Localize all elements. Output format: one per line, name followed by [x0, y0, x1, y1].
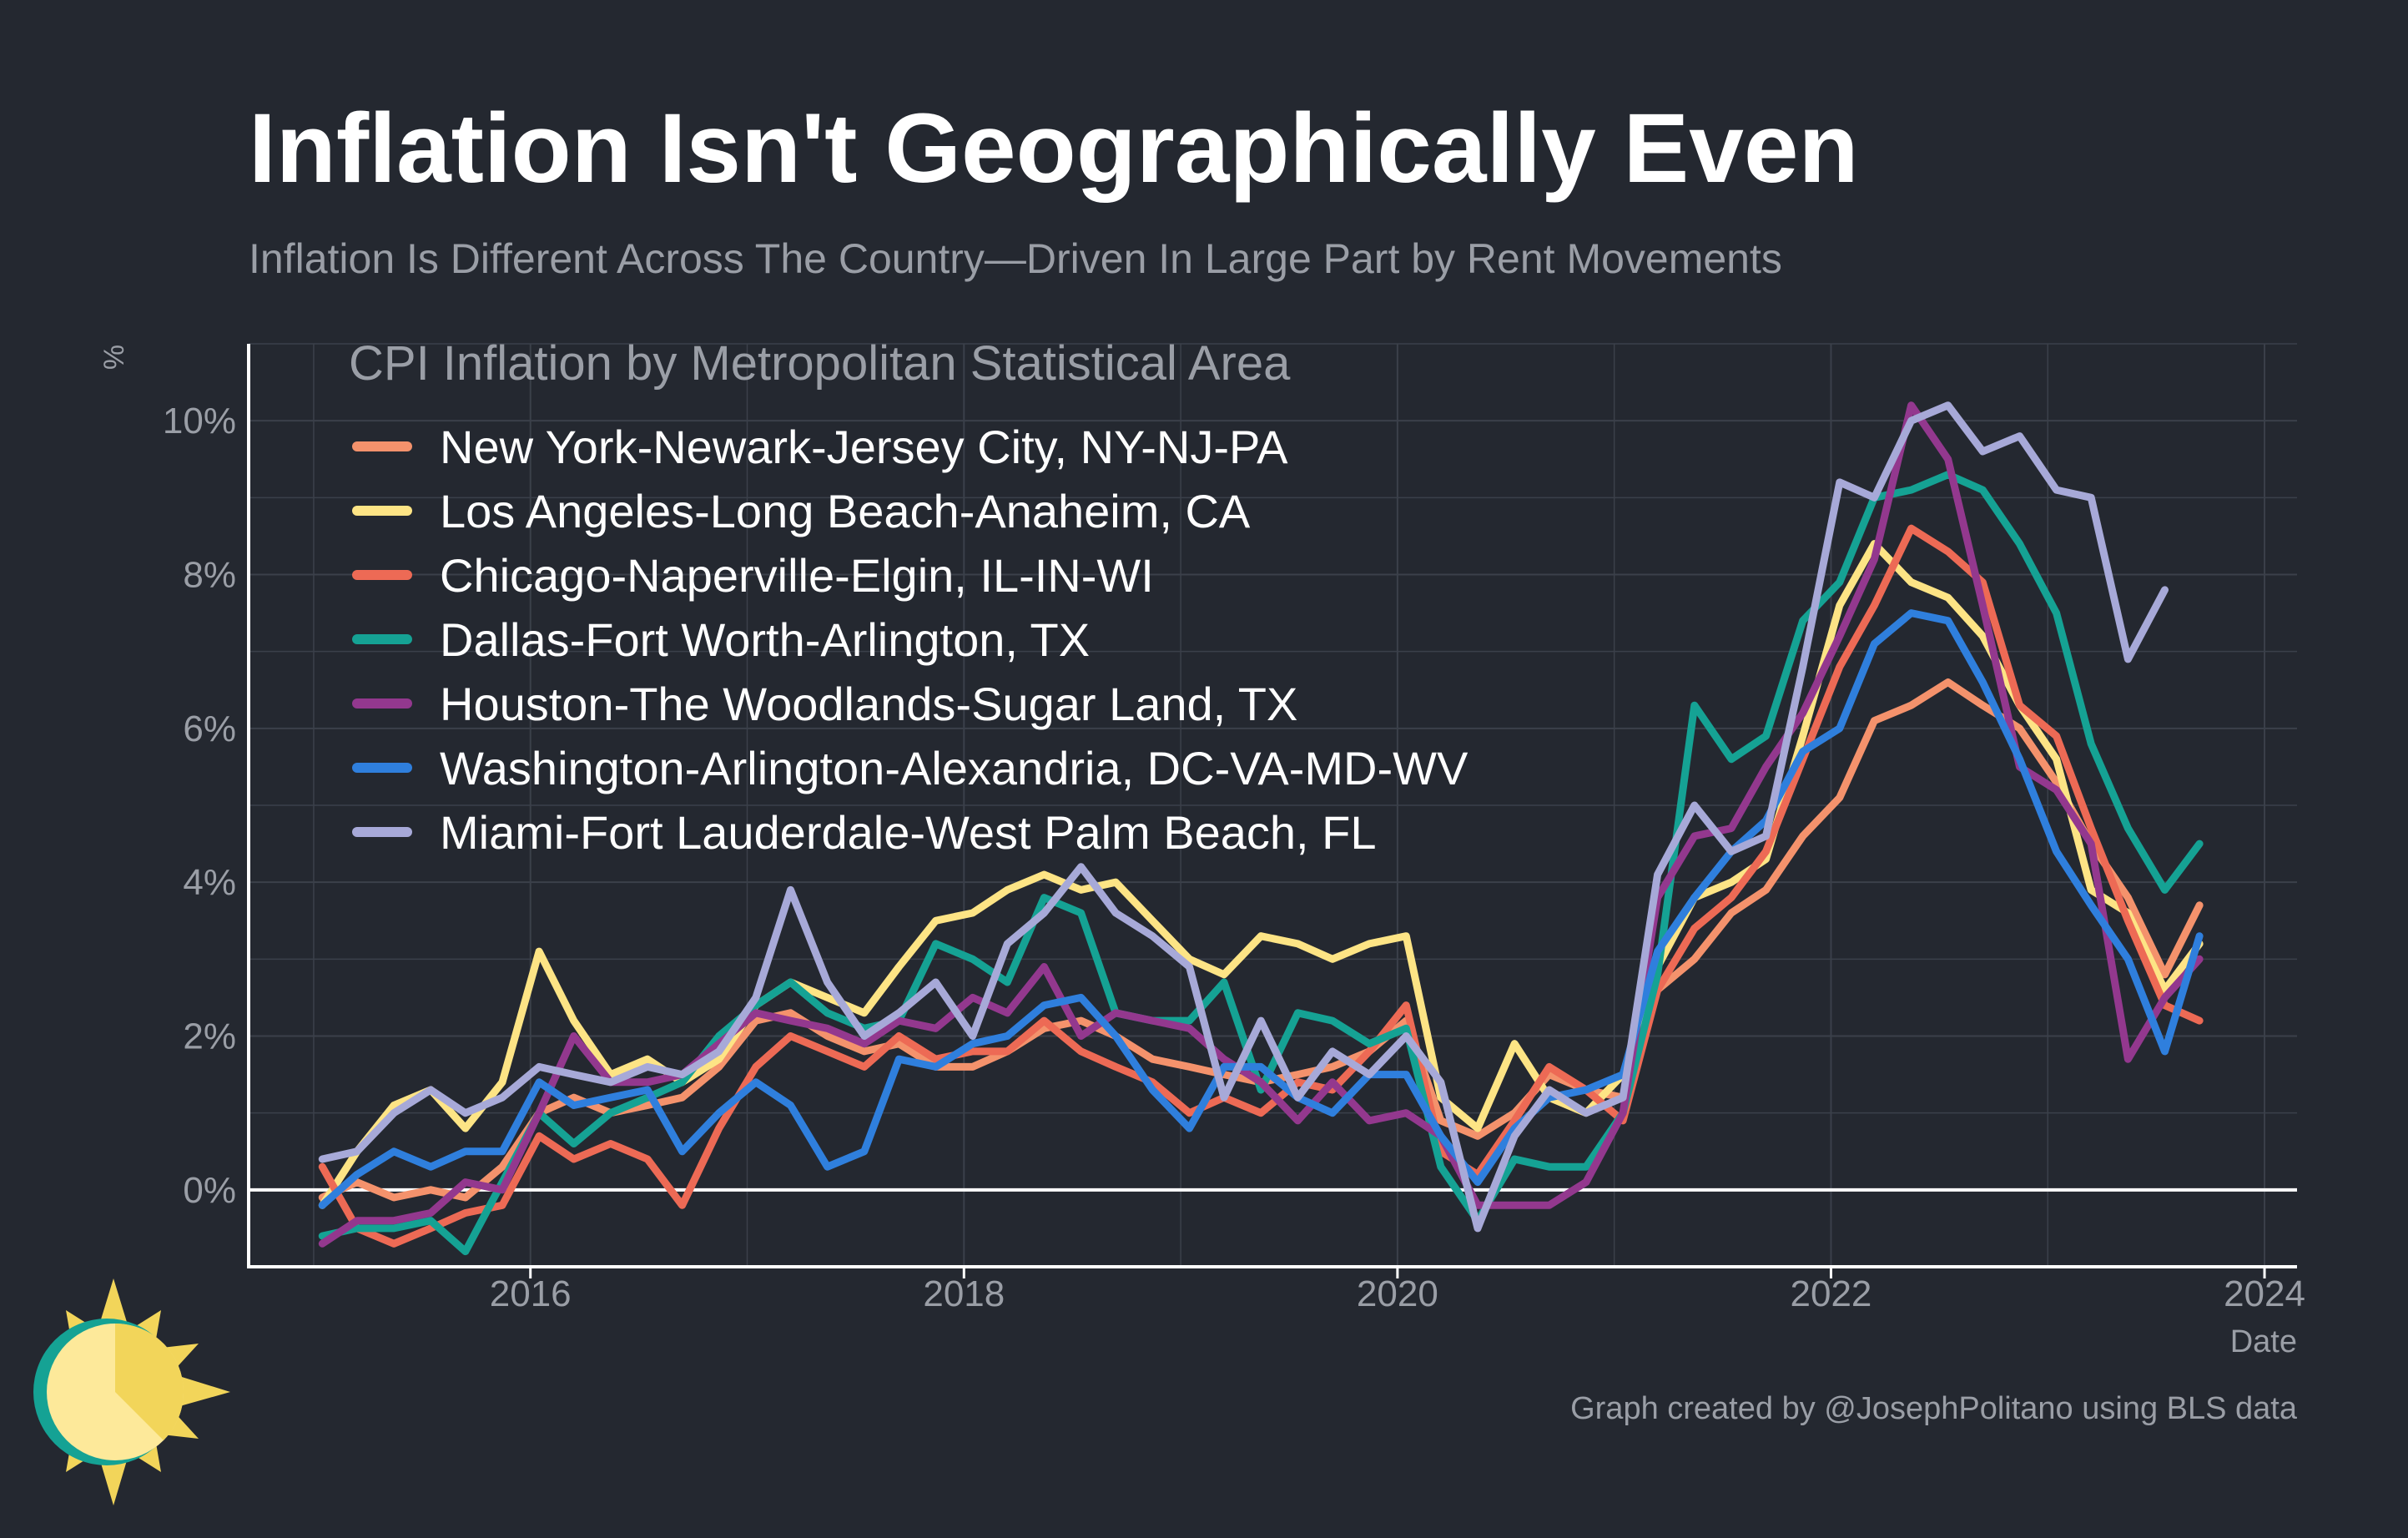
y-axis-label: % — [98, 345, 130, 370]
y-tick-label: 0% — [183, 1170, 236, 1211]
x-tick-label: 2018 — [923, 1273, 1005, 1314]
series-line — [318, 609, 2204, 1209]
x-axis-label: Date — [2230, 1324, 2297, 1359]
y-tick-label: 8% — [183, 555, 236, 596]
x-tick-label: 2024 — [2224, 1273, 2305, 1314]
legend-title: CPI Inflation by Metropolitan Statistica… — [349, 336, 1291, 391]
chart-title: Inflation Isn't Geographically Even — [249, 93, 1859, 204]
legend-items: New York-Newark-Jersey City, NY-NJ-PA Los… — [352, 421, 1468, 859]
y-tick-label: 6% — [183, 708, 236, 749]
legend-label: Chicago-Naperville-Elgin, IL-IN-WI — [440, 549, 1154, 602]
y-tick-label: 4% — [183, 862, 236, 903]
sun-logo — [33, 1278, 230, 1505]
x-tick-label: 2016 — [490, 1273, 572, 1314]
credit-text: Graph created by @JosephPolitano using B… — [1570, 1391, 2298, 1426]
legend-label: Washington-Arlington-Alexandria, DC-VA-M… — [440, 742, 1468, 794]
x-tick-label: 2020 — [1357, 1273, 1438, 1314]
series-line — [318, 524, 2204, 1248]
legend-label: New York-Newark-Jersey City, NY-NJ-PA — [440, 421, 1288, 473]
y-tick-label: 2% — [183, 1016, 236, 1057]
legend: CPI Inflation by Metropolitan Statistica… — [349, 336, 1468, 859]
series-line — [318, 401, 2204, 1248]
axis-layer: 0% 2% 4% 6% 8% 10% 2016 2018 2020 2022 2024 — [163, 344, 2305, 1314]
series-line — [318, 401, 2169, 1233]
chart-subtitle: Inflation Is Different Across The Countr… — [249, 235, 1782, 282]
x-tick-label: 2022 — [1791, 1273, 1872, 1314]
legend-label: Los Angeles-Long Beach-Anaheim, CA — [440, 485, 1251, 537]
sun-shade — [115, 1324, 184, 1440]
legend-label: Miami-Fort Lauderdale-West Palm Beach, F… — [440, 806, 1377, 859]
y-tick-label: 10% — [163, 401, 236, 441]
series-layer — [318, 401, 2204, 1256]
series-line — [318, 540, 2204, 1209]
legend-label: Houston-The Woodlands-Sugar Land, TX — [440, 678, 1297, 730]
legend-label: Dallas-Fort Worth-Arlington, TX — [440, 613, 1090, 666]
